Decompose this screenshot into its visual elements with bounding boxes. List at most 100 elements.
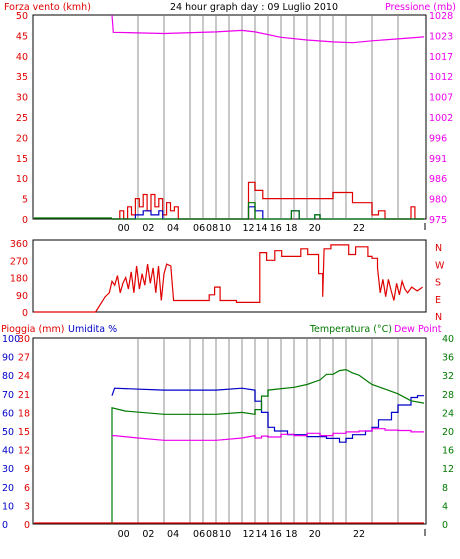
rain-x-tick-18: 18 [285,529,297,540]
pressure-y-tick-975: 975 [429,215,447,226]
wind-panel-series-0 [111,14,425,44]
rain-x-tick-02: 02 [142,529,154,540]
wind-x-tick-00: 00 [118,223,130,234]
series-lines [34,14,425,524]
rain-x-tick-08: 08 [206,529,218,540]
humidity-y-tick-60: 60 [2,408,14,419]
wind-y-tick-30: 30 [16,93,28,104]
compass-label-2: S [435,278,441,289]
rain-x-tick-20: 20 [309,529,321,540]
pressure-y-tick-996: 996 [429,133,447,144]
pressure-axis-title: Pressione (mb) [385,2,456,13]
rain-x-tick-10: 10 [219,529,231,540]
grid-lines [137,16,399,523]
temperature-y-tick-32: 32 [442,371,454,382]
dewpoint-axis-title: Dew Point [394,324,442,335]
humidity-y-tick-90: 90 [2,353,14,364]
pressure-y-tick-1023: 1023 [429,31,453,42]
rain-panel-series-dewpoint [112,428,424,441]
wind-x-tick-20: 20 [309,223,321,234]
direction-y-tick-90: 90 [16,291,28,302]
temperature-y-tick-36: 36 [442,353,454,364]
rain-y-tick-3: 3 [24,501,30,512]
temperature-y-tick-28: 28 [442,390,454,401]
wind-x-tick-18: 18 [285,223,297,234]
rain-axis-title: Pioggia (mm) [1,324,64,335]
wind-x-tick-22: 22 [353,223,365,234]
wind-y-tick-15: 15 [16,154,28,165]
rain-y-tick-0: 0 [24,520,30,531]
rain-y-tick-21: 21 [18,390,30,401]
wind-x-tick-08: 08 [206,223,218,234]
direction-y-tick-0: 0 [22,308,28,319]
wind-y-tick-10: 10 [16,174,28,185]
humidity-axis-title: Umidita % [68,324,117,335]
compass-label-4: N [435,312,442,323]
rain-y-tick-9: 9 [24,464,30,475]
compass-label-1: W [435,260,445,271]
rain-x-tick-16: 16 [270,529,282,540]
rain-x-tick-14: 14 [255,529,267,540]
rain-panel-series-temperature [111,368,425,524]
graph-title: 24 hour graph day : 09 Luglio 2010 [170,2,338,13]
pressure-y-tick-1028: 1028 [429,11,453,22]
rain-y-tick-6: 6 [24,483,30,494]
direction-series-0 [34,244,423,313]
wind-y-tick-45: 45 [16,31,28,42]
humidity-y-tick-70: 70 [2,390,14,401]
wind-x-tick-04: 04 [167,223,179,234]
temperature-axis-title: Temperatura (°C) [309,324,392,335]
humidity-y-tick-10: 10 [2,501,14,512]
wind-panel-series-1 [112,181,424,220]
temperature-y-tick-16: 16 [442,446,454,457]
pressure-y-tick-986: 986 [429,174,447,185]
wind-axis-title: Forza vento (kmh) [4,2,91,13]
wind-y-tick-20: 20 [16,133,28,144]
humidity-y-tick-20: 20 [2,483,14,494]
wind-x-tick-02: 02 [142,223,154,234]
wind-x-tick-14: 14 [255,223,267,234]
temperature-y-tick-12: 12 [442,464,454,475]
pressure-y-tick-980: 980 [429,195,447,206]
humidity-y-tick-100: 100 [2,334,20,345]
pressure-y-tick-991: 991 [429,154,447,165]
rain-x-tick-00: 00 [118,529,130,540]
compass-label-3: E [435,295,441,306]
rain-y-tick-24: 24 [18,371,30,382]
wind-panel-series-3 [112,202,424,220]
wind-y-tick-35: 35 [16,72,28,83]
direction-y-tick-360: 360 [10,239,28,250]
rain-y-tick-18: 18 [18,408,30,419]
pressure-y-tick-1002: 1002 [429,113,453,124]
wind-y-tick-50: 50 [16,11,28,22]
compass-label-0: N [435,243,442,254]
temperature-y-tick-40: 40 [442,334,454,345]
rain-panel-frame [32,337,427,525]
rain-y-tick-27: 27 [18,353,30,364]
humidity-y-tick-40: 40 [2,446,14,457]
wind-x-tick-12: 12 [242,223,254,234]
wind-x-tick-16: 16 [270,223,282,234]
rain-x-tick-12: 12 [242,529,254,540]
pressure-y-tick-1012: 1012 [429,72,453,83]
rain-x-tick-04: 04 [167,529,179,540]
temperature-y-tick-0: 0 [442,520,448,531]
temperature-y-tick-8: 8 [442,483,448,494]
humidity-y-tick-80: 80 [2,371,14,382]
wind-y-tick-0: 0 [22,215,28,226]
wind-y-tick-5: 5 [22,195,28,206]
direction-y-tick-180: 180 [10,274,28,285]
wind-x-tick-10: 10 [219,223,231,234]
temperature-y-tick-4: 4 [442,501,448,512]
wind-y-tick-40: 40 [16,52,28,63]
rain-y-tick-12: 12 [18,446,30,457]
temperature-y-tick-24: 24 [442,408,454,419]
rain-panel-series-humidity [111,387,424,443]
humidity-y-tick-30: 30 [2,464,14,475]
pressure-y-tick-1017: 1017 [429,52,453,63]
rain-x-tick-22: 22 [353,529,365,540]
temperature-y-tick-20: 20 [442,427,454,438]
